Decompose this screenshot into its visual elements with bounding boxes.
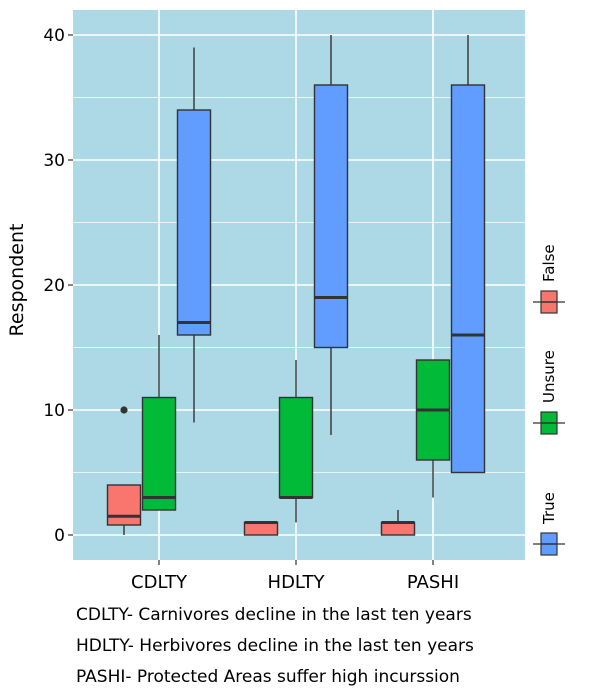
note-hdlty: HDLTY- Herbivores decline in the last te… xyxy=(76,636,474,656)
x-tick-label: PASHI xyxy=(407,572,459,593)
box-unsure-cdlty xyxy=(141,335,177,511)
box-body xyxy=(380,521,416,536)
box-body xyxy=(278,396,314,499)
legend-item-unsure: Unsure xyxy=(533,350,565,435)
box-unsure-pashi xyxy=(415,359,451,498)
legend-label: Unsure xyxy=(540,350,558,403)
box-body xyxy=(450,84,486,474)
note-cdlty: CDLTY- Carnivores decline in the last te… xyxy=(76,605,472,625)
box-true-hdlty xyxy=(313,35,349,435)
y-tick-label: 20 xyxy=(43,276,65,296)
box-true-cdlty xyxy=(176,47,212,423)
box-body xyxy=(243,521,279,536)
note-pashi: PASHI- Protected Areas suffer high incur… xyxy=(76,667,460,687)
legend-label: False xyxy=(540,244,558,282)
legend-item-true: True xyxy=(533,492,565,556)
legend-label: True xyxy=(540,492,558,525)
x-tick-label: HDLTY xyxy=(268,572,326,593)
y-tick-label: 10 xyxy=(43,401,65,421)
abbreviation-notes: CDLTY- Carnivores decline in the last te… xyxy=(76,600,474,693)
legend-item-false: False xyxy=(533,244,565,314)
y-tick-label: 30 xyxy=(43,151,65,171)
box-body xyxy=(106,484,142,526)
box-body xyxy=(141,396,177,511)
y-tick-label: 40 xyxy=(43,26,65,46)
outlier-point xyxy=(120,406,128,414)
box-body xyxy=(313,84,349,349)
box-true-pashi xyxy=(450,35,486,474)
x-tick-label: CDLTY xyxy=(131,572,188,593)
y-axis-title: Respondent xyxy=(6,224,28,337)
box-body xyxy=(176,109,212,336)
box-false-cdlty xyxy=(106,406,142,535)
box-false-hdlty xyxy=(243,521,279,536)
box-unsure-hdlty xyxy=(278,360,314,523)
boxplot-chart: 0 10 20 30 40 CDLTY HDLTY PASHI False Unsure Tru… xyxy=(6,10,565,593)
y-tick-label: 0 xyxy=(54,526,65,546)
box-false-pashi xyxy=(380,510,416,536)
